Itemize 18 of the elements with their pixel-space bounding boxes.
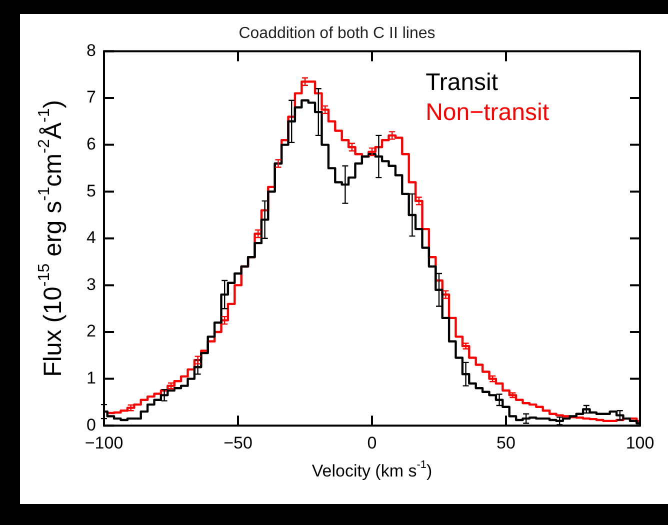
y-tick-label: 2	[86, 322, 96, 341]
y-tick-label: 8	[86, 40, 96, 60]
y-tick-label: 4	[86, 228, 96, 248]
x-tick-label: 50	[496, 433, 516, 452]
chart-title: Coaddition of both C II lines	[238, 25, 436, 42]
legend-label: Transit	[426, 68, 498, 96]
x-tick-label: 100	[626, 433, 654, 452]
y-tick-label: 6	[86, 134, 96, 154]
y-tick-label: 3	[86, 274, 96, 294]
text: Flux (10-15 erg s-1cm-2Å-1)	[36, 100, 67, 377]
series-label: Non−transit	[426, 98, 550, 126]
x-tick-label: 0	[367, 433, 377, 452]
x-tick-label: −50	[224, 433, 252, 452]
y-tick-label: 0	[86, 415, 96, 434]
x-tick-label: −100	[84, 433, 124, 452]
y-tick-label: 5	[86, 181, 96, 200]
y-tick-label: 1	[86, 368, 96, 388]
y-tick-label: 7	[86, 88, 96, 107]
